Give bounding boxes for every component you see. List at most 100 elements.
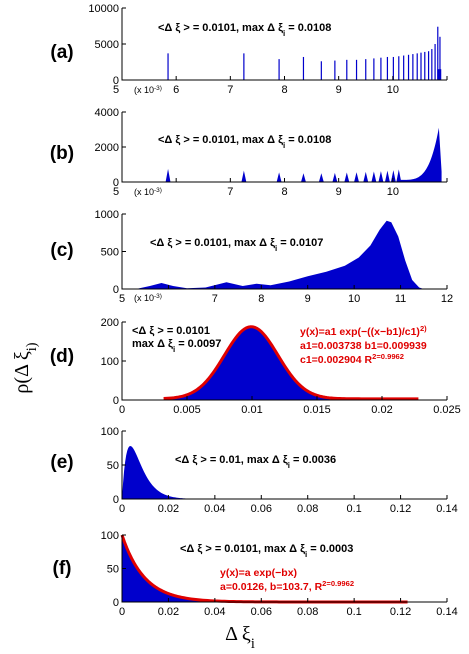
peak-5 xyxy=(332,172,338,182)
y-tick-label: 500 xyxy=(101,247,119,259)
x-tick-label: 0.12 xyxy=(390,503,411,515)
fit-text-line: y(x)=a exp(−bx) xyxy=(220,567,297,579)
stat-text-mean: <Δ ξ > = 0.0101 xyxy=(132,325,210,337)
spike-cluster xyxy=(437,69,442,80)
y-tick-label: 100 xyxy=(101,356,119,368)
histogram-area xyxy=(122,535,408,602)
x-tick-label: 9 xyxy=(305,293,311,305)
stat-text-e: <Δ ξ > = 0.01, max Δ ξi = 0.0036 xyxy=(175,454,336,470)
x-tick-label: 9 xyxy=(336,84,342,96)
tail-area xyxy=(398,127,442,182)
x-tick-label: 12 xyxy=(441,293,453,305)
density-area xyxy=(135,220,424,289)
x-tick-label: 0 xyxy=(119,606,125,618)
peak-10 xyxy=(378,171,384,182)
data-marks-b xyxy=(165,127,442,182)
x-tick-label: 8 xyxy=(258,293,264,305)
peak-11 xyxy=(384,170,390,182)
panel-label-b: (b) xyxy=(50,143,74,164)
stat-text-b: <Δ ξ > = 0.0101, max Δ ξi = 0.0108 xyxy=(158,134,331,150)
x-multiplier-label: (x 10-3) xyxy=(134,293,162,304)
panel-f: (f) 0 50 100 0 0.02 0.04 0.06 0.08 0.1 0.12 0.14 <Δ … xyxy=(53,530,458,618)
peak-2 xyxy=(276,172,282,182)
x-tick-label: 0.06 xyxy=(251,606,272,618)
x-tick-label: 10 xyxy=(348,293,360,305)
x-tick-label: 0.1 xyxy=(346,606,361,618)
y-axis-label: ρ(Δ ξi) xyxy=(11,342,40,393)
panel-label-d: (d) xyxy=(50,346,74,367)
x-tick-label: 8 xyxy=(281,84,287,96)
data-marks-c xyxy=(135,220,424,289)
x-tick-label: 0.04 xyxy=(204,606,225,618)
panel-d: (d) 0 100 200 0 0.005 0.01 0.015 0.02 0.025 <Δ ξ >… xyxy=(50,317,461,416)
histogram-area xyxy=(163,327,419,400)
panel-label-c: (c) xyxy=(50,240,73,261)
x-tick-label: 0.06 xyxy=(251,503,272,515)
x-tick-label: 0.08 xyxy=(297,606,318,618)
x-tick-label: 0.08 xyxy=(297,503,318,515)
peak-0 xyxy=(165,168,171,182)
peak-6 xyxy=(344,172,350,182)
fit-curve xyxy=(163,325,419,401)
x-tick-label: 0 xyxy=(119,404,125,416)
data-marks-d xyxy=(163,325,419,401)
x-tick-label: 5 xyxy=(119,293,125,305)
x-tick-label: 7 xyxy=(227,84,233,96)
x-tick-label: 0.025 xyxy=(433,404,461,416)
x-tick-label: 0.1 xyxy=(346,503,361,515)
y-tick-label: 50 xyxy=(107,564,119,576)
x-tick-label: 0.02 xyxy=(158,503,179,515)
stat-text-c: <Δ ξ > = 0.0101, max Δ ξi = 0.0107 xyxy=(150,237,323,253)
panel-label-a: (a) xyxy=(50,42,73,63)
y-tick-label: 0 xyxy=(113,177,119,189)
fit-text-line: c1=0.002904 R2=0.9962 xyxy=(300,352,404,367)
y-tick-label: 1000 xyxy=(95,209,119,221)
y-tick-label: 2000 xyxy=(95,142,119,154)
y-tick-label: 10000 xyxy=(88,3,119,15)
y-tick-label: 50 xyxy=(107,460,119,472)
x-tick-label: 11 xyxy=(395,293,406,305)
panel-label-e: (e) xyxy=(50,452,73,473)
histogram-area xyxy=(122,445,227,499)
x-multiplier-label: (x 10-3) xyxy=(134,187,162,198)
y-tick-label: 100 xyxy=(101,530,119,542)
data-marks-e xyxy=(122,445,227,499)
panel-e: (e) 0 50 100 0 0.02 0.04 0.06 0.08 0.1 0.12 0.14 <Δ … xyxy=(50,426,457,515)
x-tick-label: 10 xyxy=(387,84,399,96)
y-tick-label: 0 xyxy=(113,75,119,87)
panel-label-f: (f) xyxy=(53,558,72,579)
peak-13 xyxy=(396,169,402,182)
fit-text-line: a1=0.003738 b1=0.009939 xyxy=(300,340,427,352)
stat-text-f: <Δ ξ > = 0.0101, max Δ ξi = 0.0003 xyxy=(180,543,353,559)
stat-text-a: <Δ ξ > = 0.0101, max Δ ξi = 0.0108 xyxy=(158,22,331,38)
fit-text-line: y(x)=a1 exp(−((x−b1)/c1)2) xyxy=(300,324,427,339)
peak-8 xyxy=(363,171,369,182)
peak-4 xyxy=(318,173,324,182)
x-tick-label: 0.14 xyxy=(436,503,457,515)
panel-a: (a) 0 5000 10000 6 7 8 9 10 5 (x 10-3) <Δ ξ > = 0.0… xyxy=(50,3,448,96)
y-tick-label: 0 xyxy=(113,284,119,296)
x-tick-label: 7 xyxy=(212,293,218,305)
panel-c: (c) 0 500 1000 5 7 8 9 10 11 12 (x 10-3) <Δ ξ > = 0.… xyxy=(50,209,453,305)
x-tick-label: 0.02 xyxy=(158,606,179,618)
x-tick-label: 0 xyxy=(119,503,125,515)
x-tick-label: 6 xyxy=(173,84,179,96)
y-tick-label: 0 xyxy=(113,395,119,407)
x-tick-label: 5 xyxy=(113,84,119,96)
y-tick-label: 0 xyxy=(113,597,119,609)
x-tick-label: 5 xyxy=(113,186,119,198)
y-tick-label: 5000 xyxy=(95,39,119,51)
peak-1 xyxy=(241,170,247,182)
x-axis-label: Δ ξi xyxy=(225,623,255,652)
y-tick-label: 200 xyxy=(101,317,119,329)
y-tick-label: 100 xyxy=(101,426,119,438)
y-tick-label: 0 xyxy=(113,494,119,506)
stat-text-max: max Δ ξi = 0.0097 xyxy=(132,338,221,354)
x-tick-label: 9 xyxy=(336,186,342,198)
x-tick-label: 0.12 xyxy=(390,606,411,618)
x-tick-label: 0.005 xyxy=(173,404,201,416)
x-tick-label: 10 xyxy=(387,186,399,198)
peak-12 xyxy=(390,170,396,182)
